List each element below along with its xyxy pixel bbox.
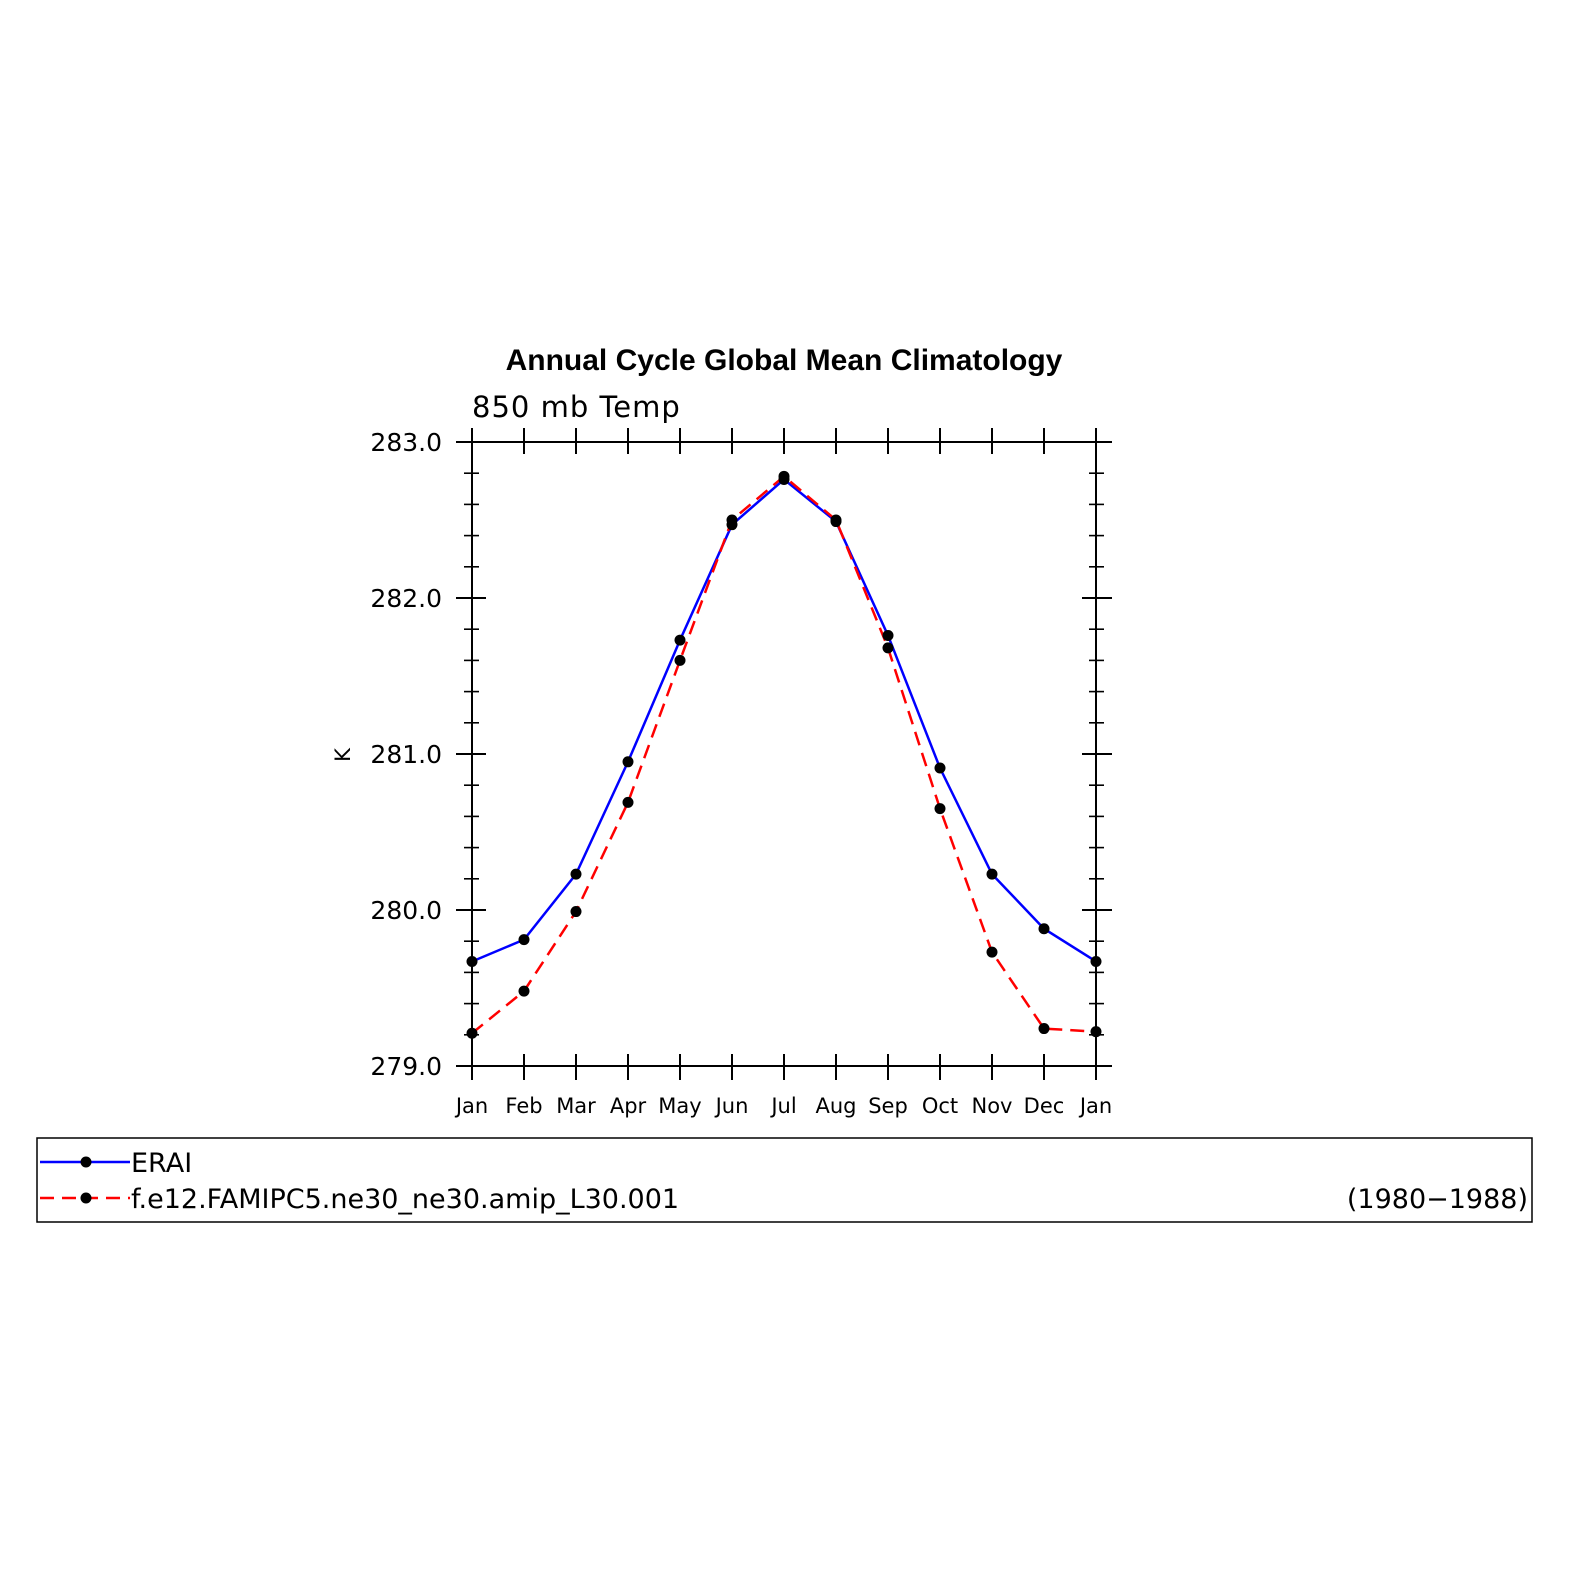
series-2-point <box>674 654 686 666</box>
x-tick-label: Jun <box>714 1094 749 1118</box>
series-2-point <box>778 470 790 482</box>
x-tick-label: May <box>658 1094 701 1118</box>
legend-period: (1980−1988) <box>1347 1184 1528 1215</box>
legend-marker-2 <box>80 1192 92 1204</box>
series-1-point <box>674 634 686 646</box>
series-2-point <box>934 803 946 815</box>
legend-box <box>36 1137 1533 1223</box>
series-2-point <box>1090 1026 1102 1038</box>
plot-frame <box>471 441 1097 1067</box>
x-tick-label: Aug <box>815 1094 856 1118</box>
x-tick-label: Dec <box>1024 1094 1065 1118</box>
x-tick-label: Nov <box>972 1094 1013 1118</box>
series-2-point <box>882 642 894 654</box>
legend-label-2: f.e12.FAMIPC5.ne30_ne30.amip_L30.001 <box>131 1184 679 1215</box>
series-1-point <box>622 756 634 768</box>
series-layer <box>466 470 1102 1039</box>
series-2-point <box>830 514 842 526</box>
series-1-point <box>986 868 998 880</box>
series-line-2 <box>471 474 1097 1035</box>
series-2-point <box>518 985 530 997</box>
x-tick-label: Apr <box>610 1094 647 1118</box>
y-tick-label: 283.0 <box>370 428 442 457</box>
series-1-point <box>934 762 946 774</box>
series-1-point <box>882 629 894 641</box>
x-tick-label: Mar <box>556 1094 596 1118</box>
x-tick-label: Jan <box>454 1094 488 1118</box>
legend-label-1: ERAI <box>131 1148 192 1179</box>
x-tick-label: Oct <box>922 1094 958 1118</box>
series-2-point <box>1038 1023 1050 1035</box>
y-tick-label: 281.0 <box>370 740 442 769</box>
chart-subtitle: 850 mb Temp <box>472 390 681 424</box>
y-tick-label: 282.0 <box>370 584 442 613</box>
series-2-point <box>622 796 634 808</box>
series-1-point <box>1038 923 1050 935</box>
series-1-point <box>518 934 530 946</box>
legend: ERAI f.e12.FAMIPC5.ne30_ne30.amip_L30.001… <box>36 1137 1533 1223</box>
series-2-point <box>986 946 998 958</box>
series-2-point <box>466 1027 478 1039</box>
x-tick-label: Jan <box>1078 1094 1112 1118</box>
series-line-1 <box>471 477 1097 963</box>
series-2-point <box>570 906 582 918</box>
x-tick-label: Jul <box>769 1094 796 1118</box>
x-tick-label: Sep <box>868 1094 908 1118</box>
series-1-point <box>1090 955 1102 967</box>
y-tick-label: 279.0 <box>370 1052 442 1081</box>
x-tick-label: Feb <box>505 1094 542 1118</box>
axes: Jan Feb Mar Apr May Jun Jul Aug Sep Oct Nov Dec Jan 2… <box>370 428 1112 1118</box>
series-1-point <box>466 955 478 967</box>
series-2-point <box>726 514 738 526</box>
y-tick-label: 280.0 <box>370 896 442 925</box>
series-1-point <box>570 868 582 880</box>
y-axis-label: K <box>331 747 355 762</box>
legend-marker-1 <box>80 1156 92 1168</box>
chart-title: Annual Cycle Global Mean Climatology <box>506 344 1063 377</box>
